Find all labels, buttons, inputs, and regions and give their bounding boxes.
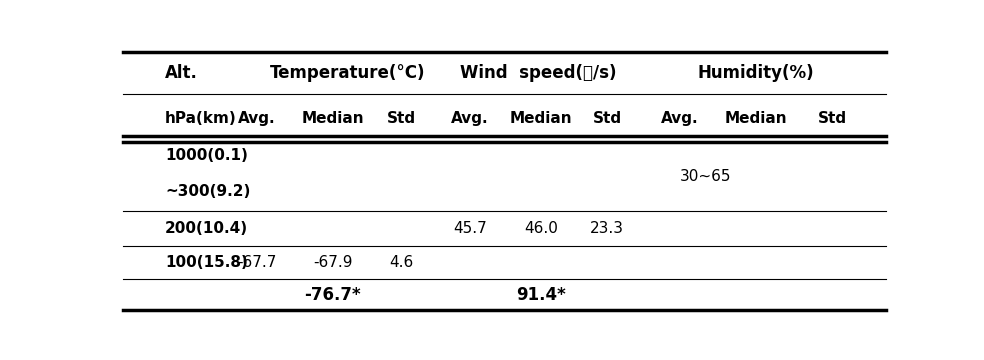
Text: Temperature(°C): Temperature(°C) [271, 64, 426, 82]
Text: -67.7: -67.7 [237, 255, 277, 270]
Text: Alt.: Alt. [165, 64, 198, 82]
Text: Median: Median [724, 111, 787, 126]
Text: 30~65: 30~65 [680, 169, 731, 184]
Text: Avg.: Avg. [238, 111, 276, 126]
Text: Std: Std [818, 111, 847, 126]
Text: 4.6: 4.6 [390, 255, 413, 270]
Text: 200(10.4): 200(10.4) [165, 221, 248, 236]
Text: Humidity(%): Humidity(%) [698, 64, 815, 82]
Text: 45.7: 45.7 [453, 221, 487, 236]
Text: 91.4*: 91.4* [516, 285, 566, 303]
Text: 1000(0.1): 1000(0.1) [165, 148, 248, 163]
Text: 100(15.8): 100(15.8) [165, 255, 248, 270]
Text: Median: Median [301, 111, 364, 126]
Text: 23.3: 23.3 [590, 221, 624, 236]
Text: Std: Std [592, 111, 622, 126]
Text: -67.9: -67.9 [313, 255, 352, 270]
Text: Wind  speed(㎧/s): Wind speed(㎧/s) [461, 64, 617, 82]
Text: 46.0: 46.0 [523, 221, 558, 236]
Text: hPa(km): hPa(km) [165, 111, 237, 126]
Text: Std: Std [387, 111, 416, 126]
Text: Median: Median [510, 111, 573, 126]
Text: Avg.: Avg. [661, 111, 699, 126]
Text: Avg.: Avg. [452, 111, 489, 126]
Text: -76.7*: -76.7* [304, 285, 361, 303]
Text: ~300(9.2): ~300(9.2) [165, 184, 250, 199]
